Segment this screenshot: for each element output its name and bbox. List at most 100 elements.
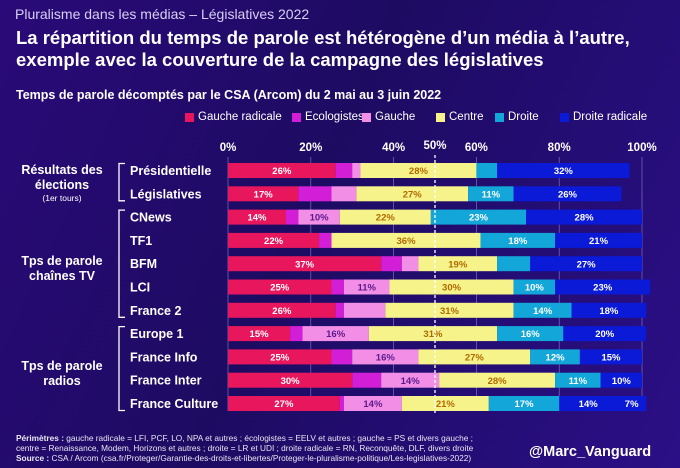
x-tick-label: 50% <box>423 140 446 152</box>
legend: Gauche radicale Ecologistes Gauche Centre Dr… <box>0 111 680 127</box>
bar-ecologistes <box>285 209 299 225</box>
bar-value-label: 22% <box>264 236 284 247</box>
bar-droite_radicale <box>526 209 642 225</box>
bar-value-label: 10% <box>612 376 632 387</box>
legend-swatch-droite <box>495 112 504 122</box>
x-tick-label: 0% <box>220 142 237 154</box>
bar-value-label: 14% <box>363 399 383 410</box>
bar-value-label: 21% <box>589 236 609 247</box>
bar-gauche <box>302 326 369 342</box>
bracket-elections <box>118 162 125 202</box>
bar-value-label: 14% <box>247 213 267 224</box>
bar-ecologistes <box>339 396 344 411</box>
bar-droite_radicale <box>555 279 651 295</box>
perimetres-label: Périmètres : <box>16 433 64 443</box>
group-label-tv-2: chaînes TV <box>29 269 96 283</box>
footnote-line-2: centre = Renaissance, Modem, Horizons et… <box>16 443 474 453</box>
row-label: France Info <box>130 350 198 364</box>
bar-gauche <box>331 186 357 202</box>
bar-droite <box>497 256 531 272</box>
bar-gauche <box>343 279 390 295</box>
footnote-line-1: Périmètres : gauche radicale = LFI, PCF,… <box>16 433 473 443</box>
row-label: BFM <box>130 257 157 271</box>
bar-centre <box>356 186 469 202</box>
row-label: CNews <box>130 211 172 225</box>
bar-droite <box>513 302 572 318</box>
bar-value-label: 12% <box>546 353 566 364</box>
bar-gauche_radicale <box>228 349 332 365</box>
bar-droite_radicale <box>497 163 630 178</box>
author-handle: @Marc_Vanguard <box>529 444 652 460</box>
bar-value-label: 31% <box>423 329 443 340</box>
bar-gauche <box>352 349 419 365</box>
bar-value-label: 19% <box>448 259 468 270</box>
x-tick-label: 40% <box>382 142 405 154</box>
chart-subtitle: Temps de parole décomptés par le CSA (Ar… <box>16 88 442 102</box>
bar-gauche_radicale <box>228 396 340 411</box>
legend-label-gauche_radicale: Gauche radicale <box>198 111 282 123</box>
bar-gauche_radicale <box>228 279 332 295</box>
group-label-resultats-1: Résultats des <box>21 163 102 177</box>
group-label-radio-1: Tps de parole <box>21 359 102 373</box>
bar-droite_radicale <box>571 302 647 318</box>
group-label-radio-2: radios <box>43 374 81 388</box>
bar-value-label: 20% <box>595 329 615 340</box>
x-tick-label: 60% <box>465 142 488 154</box>
title-line-2: exemple avec la couverture de la campagn… <box>16 49 544 70</box>
bar-droite_radicale <box>600 372 642 388</box>
bar-value-label: 10% <box>310 213 330 224</box>
bar-ecologistes <box>381 256 402 272</box>
bar-droite <box>530 349 580 365</box>
bar-value-label: 11% <box>569 376 588 387</box>
bar-value-label: 18% <box>508 236 528 247</box>
bar-ecologistes <box>331 349 353 365</box>
bar-value-label: 18% <box>599 306 619 317</box>
row-label: Présidentielle <box>130 164 211 178</box>
group-label-resultats-note: (1er tours) <box>42 193 81 203</box>
legend-label-droite_radicale: Droite radicale <box>573 111 648 123</box>
bar-value-label: 27% <box>577 259 597 270</box>
row-label: TF1 <box>130 234 152 248</box>
bar-value-label: 27% <box>403 189 423 200</box>
bar-droite <box>497 326 564 342</box>
legend-swatch-gauche_radicale <box>185 112 194 122</box>
bar-centre <box>368 326 498 342</box>
bar-droite <box>430 209 527 225</box>
bar-gauche <box>343 396 402 411</box>
row-label: LCI <box>130 281 150 295</box>
bar-droite_radicale <box>579 349 642 365</box>
bar-ecologistes <box>331 279 344 295</box>
row-label: Législatives <box>130 187 202 201</box>
bar-value-label: 23% <box>593 283 613 294</box>
bar-value-label: 7% <box>625 399 639 410</box>
bar-droite_radicale <box>559 396 647 411</box>
legend-label-droite: Droite <box>508 111 539 123</box>
bar-value-label: 11% <box>482 189 501 200</box>
bar-value-label: 30% <box>442 283 462 294</box>
bar-droite_radicale <box>530 256 642 272</box>
bar-value-label: 26% <box>558 189 578 200</box>
legend-swatch-gauche <box>362 112 371 122</box>
legend-item-gauche: Gauche <box>362 111 415 123</box>
bar-droite <box>488 396 560 411</box>
bar-centre <box>401 396 489 411</box>
bar-value-label: 17% <box>254 189 274 200</box>
bar-droite <box>513 279 556 295</box>
bracket-tv <box>118 209 125 318</box>
bar-value-label: 14% <box>533 306 553 317</box>
bar-value-label: 11% <box>357 283 376 294</box>
bar-value-label: 25% <box>270 353 290 364</box>
bar-centre <box>339 209 431 225</box>
bar-droite <box>480 232 556 248</box>
bar-gauche_radicale <box>228 209 286 225</box>
bar-value-label: 14% <box>579 399 599 410</box>
bar-value-label: 14% <box>401 376 421 387</box>
x-tick-label: 100% <box>627 142 656 154</box>
bar-ecologistes <box>290 326 303 342</box>
bar-droite <box>476 163 498 178</box>
kicker: Pluralisme dans les médias – Législative… <box>15 6 310 22</box>
footnotes: Périmètres : gauche radicale = LFI, PCF,… <box>16 433 473 463</box>
bar-value-label: 15% <box>250 329 270 340</box>
row-label: Europe 1 <box>130 327 184 341</box>
